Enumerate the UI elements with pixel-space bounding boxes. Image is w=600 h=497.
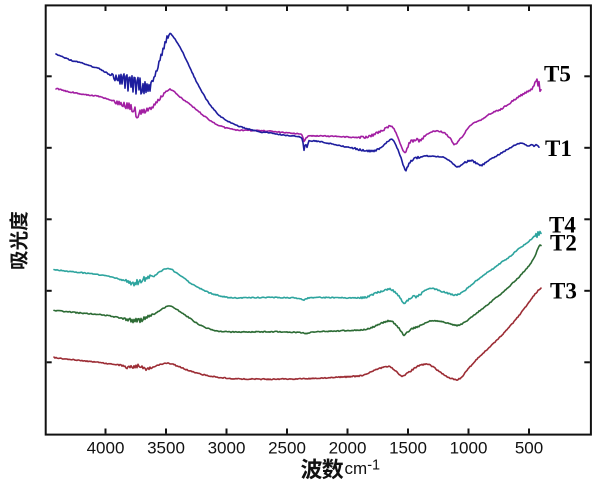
svg-text:T4: T4 — [549, 212, 576, 237]
svg-text:4000: 4000 — [87, 439, 125, 458]
svg-text:2500: 2500 — [268, 439, 306, 458]
svg-text:2000: 2000 — [329, 439, 367, 458]
svg-text:1500: 1500 — [389, 439, 427, 458]
svg-text:T2: T2 — [550, 231, 577, 256]
svg-text:3500: 3500 — [147, 439, 185, 458]
svg-text:T1: T1 — [545, 136, 572, 161]
svg-text:500: 500 — [515, 439, 543, 458]
svg-text:T5: T5 — [544, 62, 571, 87]
svg-text:1000: 1000 — [450, 439, 488, 458]
svg-text:3000: 3000 — [208, 439, 246, 458]
svg-text:-1: -1 — [367, 458, 380, 474]
svg-text:cm: cm — [345, 459, 368, 478]
svg-text:T3: T3 — [550, 279, 577, 304]
